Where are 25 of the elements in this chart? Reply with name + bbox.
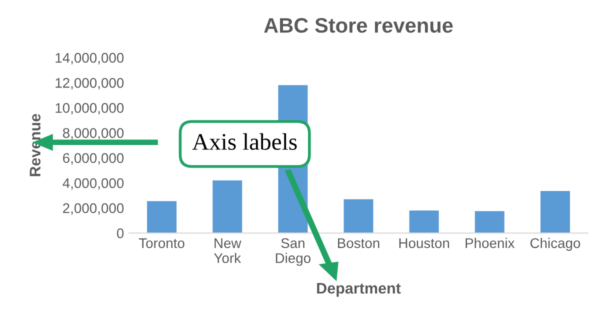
y-tick-label: 14,000,000	[56, 52, 124, 64]
y-tick-label: 0	[116, 228, 124, 238]
bar	[409, 210, 439, 234]
bar	[212, 180, 242, 234]
y-tick-label: 10,000,000	[56, 103, 124, 115]
x-tick-label: New York	[214, 238, 242, 264]
y-tick-label: 2,000,000	[63, 203, 124, 215]
bar	[474, 211, 504, 234]
y-axis-title: Revenue	[30, 114, 41, 176]
y-tick-label: 12,000,000	[56, 78, 124, 90]
x-axis-title: Department	[317, 283, 401, 297]
y-tick-label: 6,000,000	[63, 153, 124, 165]
bar	[147, 201, 177, 234]
x-tick-label: Houston	[399, 238, 450, 248]
x-tick-label: Boston	[338, 238, 380, 248]
annotation: Axis labels	[192, 133, 297, 150]
y-tick-label: 8,000,000	[62, 128, 124, 140]
x-tick-label: Toronto	[138, 238, 184, 248]
bar	[344, 199, 374, 234]
x-tick-label: Chicago	[530, 238, 580, 251]
x-tick-label: Phoenix	[466, 238, 515, 248]
y-tick-label: 4,000,000	[62, 178, 124, 190]
chart-title: ABC Store revenue	[264, 18, 453, 33]
bar	[540, 191, 570, 234]
x-tick-label: San Diego	[276, 238, 310, 266]
